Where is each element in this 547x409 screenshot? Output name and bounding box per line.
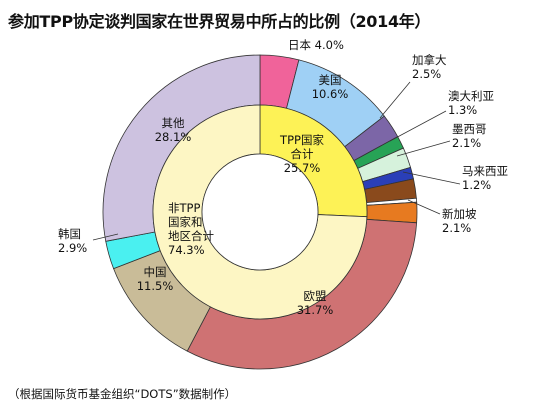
- leader-line-12: [92, 233, 119, 241]
- leader-line-5: [396, 140, 451, 157]
- source-note: （根据国际货币基金组织“DOTS”数据制作）: [8, 387, 237, 401]
- leader-line-4: [389, 110, 447, 142]
- inner-label-1: TPP国家合计 25.7%: [279, 133, 324, 175]
- leader-line-6: [402, 171, 461, 185]
- outer-label-13: 其他 28.1%: [155, 116, 192, 144]
- outer-label-11: 中国 11.5%: [137, 265, 174, 293]
- chart-title: 参加TPP协定谈判国家在世界贸易中所占的比例（2014年）: [8, 12, 431, 31]
- leader-line-3: [379, 81, 411, 119]
- leader-lines: [92, 81, 461, 241]
- outer-label-12: 韩国 2.9%: [58, 227, 87, 255]
- outer-label-4: 澳大利亚 1.3%: [448, 89, 494, 117]
- donut-hole: [201, 153, 319, 271]
- inner-label-2: 非TPP 国家和地区合计 74.3%: [168, 201, 214, 257]
- outer-label-10: 欧盟 31.7%: [297, 289, 334, 317]
- leader-line-9: [407, 199, 441, 215]
- outer-ring: [102, 54, 418, 370]
- outer-label-9: 新加坡 2.1%: [442, 207, 477, 235]
- outer-label-3: 加拿大 2.5%: [412, 53, 447, 81]
- outer-label-6: 马来西亚 1.2%: [462, 164, 508, 192]
- slice-labels: 日本 4.0% 美国 10.6% 加拿大 2.5%澳大利亚 1.3% 墨西哥 2.1% 马来西亚…: [58, 38, 508, 317]
- outer-label-2: 美国 10.6%: [312, 73, 349, 101]
- outer-label-5: 墨西哥 2.1%: [452, 122, 487, 150]
- outer-label-1: 日本 4.0%: [288, 38, 344, 52]
- inner-ring: [152, 104, 368, 320]
